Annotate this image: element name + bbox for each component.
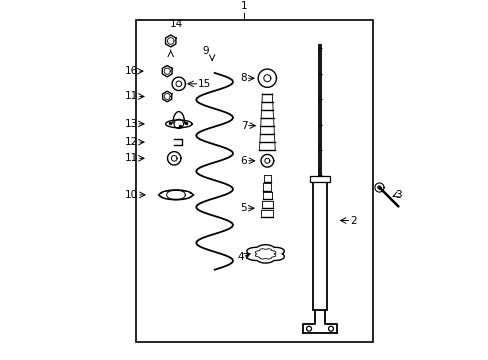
- Polygon shape: [162, 66, 172, 77]
- Polygon shape: [374, 183, 383, 192]
- Text: 9: 9: [202, 46, 209, 57]
- Polygon shape: [246, 245, 284, 263]
- Bar: [312, 181, 327, 310]
- Polygon shape: [258, 69, 276, 87]
- Text: 4: 4: [237, 252, 244, 262]
- Text: 8: 8: [240, 73, 247, 83]
- Text: 6: 6: [240, 156, 247, 166]
- Bar: [135, 20, 372, 342]
- Bar: [310, 176, 329, 183]
- Text: 10: 10: [125, 190, 138, 200]
- Polygon shape: [165, 35, 176, 47]
- Circle shape: [328, 326, 333, 331]
- Polygon shape: [261, 154, 273, 167]
- Text: 1: 1: [241, 1, 247, 12]
- Text: 15: 15: [198, 79, 211, 89]
- Text: 11: 11: [125, 153, 138, 163]
- Text: 13: 13: [124, 119, 138, 129]
- Text: 16: 16: [125, 66, 138, 76]
- Text: 12: 12: [125, 137, 138, 147]
- Polygon shape: [167, 152, 181, 165]
- Text: 14: 14: [170, 19, 183, 29]
- Circle shape: [306, 326, 311, 331]
- Text: 2: 2: [349, 216, 356, 225]
- Polygon shape: [165, 120, 192, 128]
- Polygon shape: [159, 190, 192, 200]
- Polygon shape: [172, 77, 185, 90]
- Text: 3: 3: [395, 190, 402, 200]
- Bar: [318, 45, 321, 181]
- Text: 5: 5: [240, 203, 247, 213]
- Polygon shape: [163, 91, 171, 102]
- Text: 11: 11: [125, 91, 138, 102]
- Text: 7: 7: [240, 121, 247, 131]
